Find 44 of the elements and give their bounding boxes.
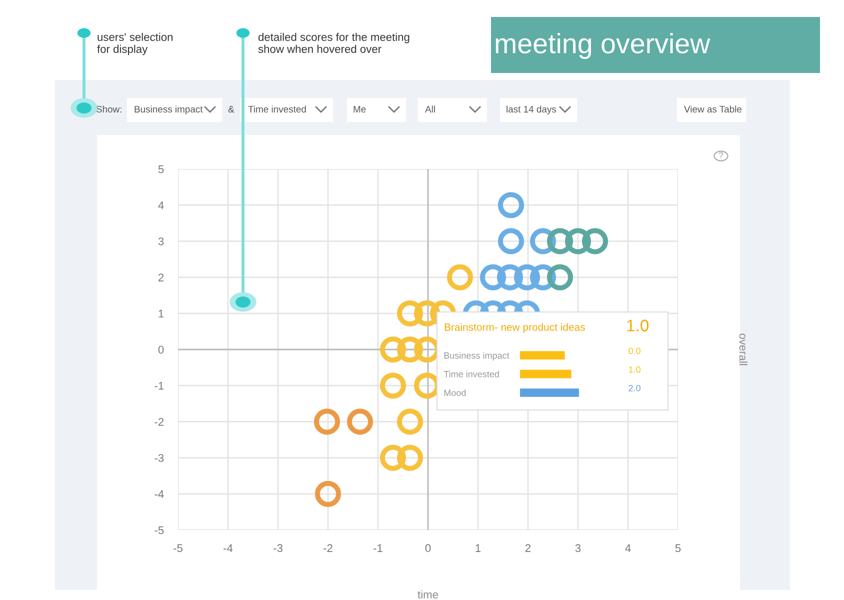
y-tick-label: 4 — [158, 201, 164, 210]
y-tick-label: Time invested — [444, 370, 499, 378]
text: detailed scores for the meeting show when hovered over — [258, 32, 410, 53]
y-axis-title: overall — [739, 334, 748, 366]
x-tick-label: 3 — [575, 544, 581, 552]
y-tick-label: -2 — [154, 418, 164, 426]
annotation: 1.0 — [628, 366, 640, 373]
y-tick-label: -3 — [154, 454, 164, 462]
chart-title: Brainstorm- new product ideas — [444, 323, 585, 333]
y-tick-label: 0 — [158, 346, 164, 354]
annotation: 1.0 — [627, 320, 649, 332]
y-tick-label: -5 — [154, 526, 164, 534]
annotation: 2.0 — [628, 384, 640, 392]
chart-title: meeting overview — [496, 33, 710, 59]
annotation: 0.0 — [628, 348, 640, 354]
text: View as Table — [684, 106, 742, 113]
text: last 14 days — [506, 106, 556, 114]
y-tick-label: 1 — [158, 310, 164, 318]
x-tick-label: -1 — [374, 544, 382, 552]
x-tick-label: -4 — [224, 544, 233, 552]
text: Business impact — [134, 106, 203, 114]
text: & — [228, 106, 234, 113]
text: All — [425, 106, 435, 112]
text: ? — [719, 152, 724, 158]
text: Me — [354, 106, 366, 113]
text: Show: — [96, 106, 122, 113]
x-tick-label: -3 — [274, 544, 282, 552]
x-tick-label: 5 — [675, 544, 681, 552]
y-tick-label: 5 — [158, 165, 164, 174]
x-axis-title: time — [418, 590, 438, 599]
x-tick-label: 2 — [525, 544, 531, 552]
y-tick-label: 3 — [158, 237, 164, 246]
x-tick-label: 1 — [476, 544, 481, 552]
x-tick-label: 0 — [425, 544, 431, 552]
x-tick-label: -2 — [324, 544, 332, 552]
y-tick-label: -1 — [154, 382, 164, 390]
x-tick-label: -5 — [174, 544, 182, 552]
y-tick-label: Mood — [444, 389, 466, 396]
y-tick-label: -4 — [154, 490, 164, 498]
x-tick-label: 4 — [625, 544, 631, 552]
y-tick-label: 2 — [158, 274, 164, 282]
y-tick-label: Business impact — [444, 352, 510, 360]
text: users' selection for display — [97, 32, 173, 56]
text: Time invested — [248, 106, 306, 113]
